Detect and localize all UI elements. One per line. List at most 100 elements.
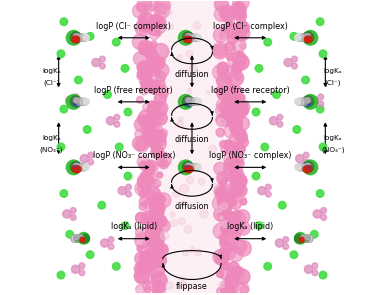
Circle shape [303,161,314,173]
Circle shape [72,163,79,171]
Circle shape [88,152,94,158]
Circle shape [155,283,166,294]
Circle shape [230,101,246,117]
Circle shape [146,51,154,60]
Circle shape [252,108,260,116]
Circle shape [60,190,68,197]
Circle shape [229,197,237,205]
Circle shape [106,117,114,125]
Circle shape [227,212,236,221]
Circle shape [240,199,247,205]
Circle shape [305,98,310,103]
Circle shape [184,226,192,233]
Circle shape [150,231,165,245]
Circle shape [225,276,233,284]
Circle shape [229,154,242,167]
Circle shape [152,253,166,267]
Circle shape [228,96,242,109]
Circle shape [316,18,324,26]
Circle shape [155,130,166,142]
Circle shape [221,6,234,19]
Circle shape [149,110,163,125]
Circle shape [235,176,245,185]
Circle shape [75,166,81,172]
Circle shape [310,96,318,104]
Circle shape [231,175,245,189]
Circle shape [139,197,149,206]
Text: logKₐ: logKₐ [323,135,342,141]
Circle shape [150,205,164,219]
Circle shape [150,200,165,215]
Circle shape [231,5,245,20]
Circle shape [222,247,235,260]
Circle shape [225,224,236,235]
Circle shape [221,203,228,209]
Circle shape [221,281,230,289]
Circle shape [302,76,310,84]
Circle shape [318,94,324,100]
Circle shape [316,190,324,197]
Circle shape [238,184,244,190]
Circle shape [217,74,230,88]
Circle shape [74,37,80,42]
Circle shape [154,243,168,257]
Circle shape [298,235,305,242]
Text: (NO₃⁻): (NO₃⁻) [40,147,63,153]
Circle shape [99,63,105,69]
Circle shape [143,102,152,112]
Circle shape [297,98,304,105]
Circle shape [238,105,248,116]
Circle shape [296,164,303,171]
Circle shape [80,34,87,41]
Circle shape [76,235,81,240]
Circle shape [142,281,152,290]
Circle shape [171,220,177,226]
Circle shape [303,152,309,158]
Circle shape [238,222,245,229]
Circle shape [137,17,151,30]
Circle shape [228,199,236,207]
Circle shape [195,249,202,256]
Circle shape [220,262,228,270]
Circle shape [232,63,242,74]
Circle shape [298,98,305,105]
Circle shape [73,101,79,107]
Circle shape [137,62,148,73]
Circle shape [303,94,318,109]
FancyBboxPatch shape [160,1,224,293]
Circle shape [301,235,305,240]
Circle shape [78,34,84,41]
Circle shape [113,38,120,46]
Circle shape [70,32,81,43]
Text: logKₐ: logKₐ [323,68,342,74]
Circle shape [240,43,245,49]
Circle shape [233,67,240,74]
Circle shape [135,233,150,248]
Circle shape [146,132,161,148]
Circle shape [277,114,283,120]
Circle shape [186,167,192,173]
Circle shape [295,234,303,243]
Circle shape [228,96,237,105]
Circle shape [303,32,314,43]
Circle shape [220,89,228,97]
Circle shape [139,250,155,266]
Circle shape [147,105,158,116]
Circle shape [146,125,157,136]
Circle shape [187,98,194,105]
Circle shape [222,207,232,217]
Circle shape [300,164,306,171]
Circle shape [88,159,94,165]
Circle shape [220,109,235,123]
Circle shape [290,32,298,40]
Circle shape [134,262,149,276]
Circle shape [306,33,312,39]
Circle shape [83,164,89,170]
Circle shape [305,34,310,39]
Circle shape [187,88,192,93]
Circle shape [223,24,231,32]
Circle shape [155,30,161,37]
Circle shape [236,9,246,19]
Circle shape [137,185,144,192]
Circle shape [295,35,301,41]
